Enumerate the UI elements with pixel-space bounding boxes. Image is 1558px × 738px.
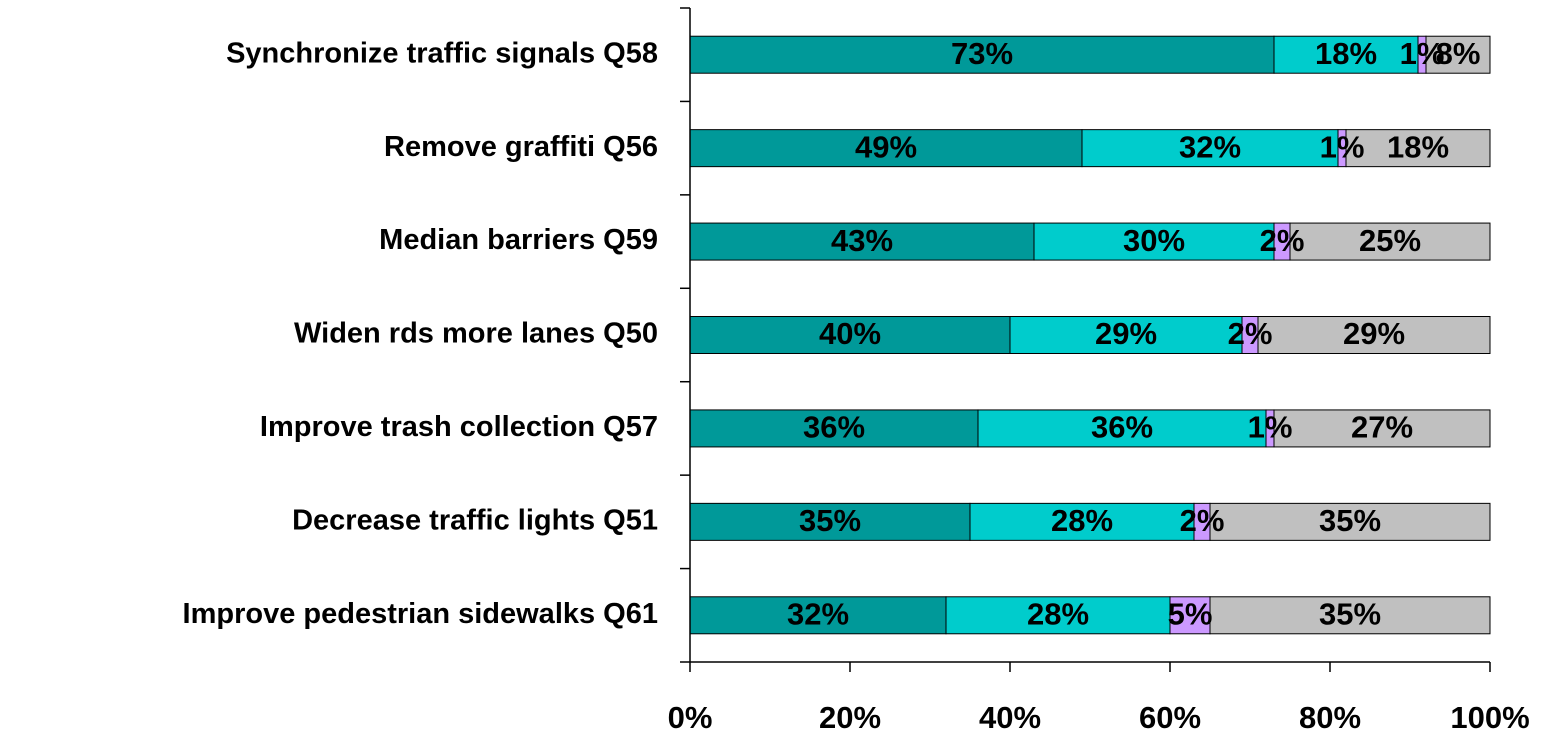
x-tick-label: 20% (819, 700, 881, 735)
bar-segment (1425, 35, 1491, 74)
value-label: 30% (1123, 223, 1185, 258)
bar-segment (1033, 222, 1275, 261)
value-label: 1% (1320, 129, 1365, 164)
category-label: Remove graffiti Q56 (384, 131, 658, 163)
value-label: 36% (803, 410, 865, 445)
category-label: Decrease traffic lights Q51 (292, 505, 658, 537)
x-tick-label: 80% (1299, 700, 1361, 735)
bar-segment (689, 222, 1035, 261)
value-label: 35% (1319, 503, 1381, 538)
bar-segment (689, 502, 971, 541)
category-label: Synchronize traffic signals Q58 (226, 37, 658, 69)
value-label: 28% (1027, 596, 1089, 631)
value-label: 18% (1315, 36, 1377, 71)
bar-segment (1257, 316, 1491, 354)
value-label: 18% (1387, 129, 1449, 164)
bar-segment (1209, 596, 1491, 635)
value-label: 29% (1343, 316, 1405, 351)
value-label: 8% (1436, 36, 1481, 71)
value-label: 27% (1351, 410, 1413, 445)
value-label: 32% (787, 596, 849, 631)
x-tick-label: 60% (1139, 700, 1201, 735)
bar-segment (689, 35, 1275, 74)
value-label: 36% (1091, 410, 1153, 445)
category-label: Improve trash collection Q57 (260, 411, 658, 443)
bar-segment (689, 409, 979, 448)
value-label: 5% (1168, 596, 1213, 631)
value-label: 35% (799, 503, 861, 538)
category-label: Widen rds more lanes Q50 (294, 318, 658, 350)
value-label: 35% (1319, 596, 1381, 631)
x-tick-label: 100% (1450, 700, 1529, 735)
value-label: 1% (1248, 410, 1293, 445)
bar-segment (1289, 222, 1491, 261)
value-label: 2% (1228, 316, 1273, 351)
value-label: 2% (1260, 223, 1305, 258)
bar-segment (689, 596, 947, 635)
x-tick-label: 0% (668, 700, 713, 735)
value-label: 43% (831, 223, 893, 258)
value-label: 73% (951, 36, 1013, 71)
value-label: 29% (1095, 316, 1157, 351)
value-label: 1% (1400, 36, 1445, 71)
bar-segment (689, 316, 1011, 354)
bar-segment (1169, 596, 1211, 635)
bar-segment (1209, 502, 1491, 541)
value-label: 28% (1051, 503, 1113, 538)
bar-segment (1345, 129, 1491, 168)
bar-segment (689, 129, 1083, 168)
bar-segment (977, 409, 1267, 448)
value-label: 49% (855, 129, 917, 164)
value-label: 32% (1179, 129, 1241, 164)
bar-segment (1273, 409, 1491, 448)
bar-segment (969, 502, 1195, 541)
value-label: 40% (819, 316, 881, 351)
bar-segment (1273, 35, 1419, 74)
x-tick-label: 40% (979, 700, 1041, 735)
value-label: 25% (1359, 223, 1421, 258)
value-label: 2% (1180, 503, 1225, 538)
category-label: Improve pedestrian sidewalks Q61 (183, 598, 658, 630)
bar-segment (1081, 129, 1339, 168)
category-label: Median barriers Q59 (379, 224, 658, 256)
